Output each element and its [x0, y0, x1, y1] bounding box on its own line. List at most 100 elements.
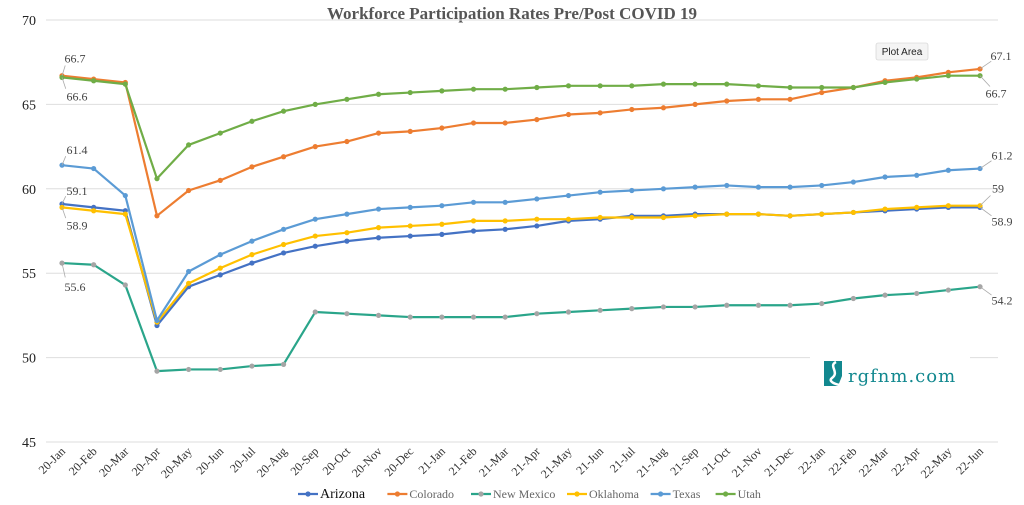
data-point-utah	[565, 83, 572, 89]
data-point-texas	[154, 317, 160, 324]
data-point-new-mexico	[249, 363, 255, 369]
x-tick-label: 20-Jan	[36, 444, 69, 477]
legend-label: Oklahoma	[589, 487, 640, 501]
data-label-leader	[979, 60, 992, 70]
rgfnm-logo: rgfnm.com	[810, 346, 970, 396]
data-point-utah	[502, 86, 508, 92]
data-point-utah	[186, 142, 192, 148]
data-point-new-mexico	[217, 366, 223, 373]
series-line-texas	[61, 164, 981, 322]
legend-item-new-mexico[interactable]: New Mexico	[471, 487, 555, 501]
data-point-utah	[945, 73, 951, 79]
data-point-new-mexico	[122, 282, 128, 288]
data-point-oklahoma	[914, 204, 920, 210]
x-tick-label: 20-Jun	[193, 444, 226, 477]
data-point-oklahoma	[819, 211, 825, 217]
data-label: 61.2	[992, 149, 1013, 163]
legend-item-texas[interactable]: Texas	[650, 487, 701, 501]
data-point-oklahoma	[755, 211, 762, 217]
data-point-oklahoma	[59, 204, 65, 210]
data-point-new-mexico	[344, 311, 350, 317]
data-point-utah	[755, 83, 762, 89]
x-tick-label: 21-Oct	[699, 444, 733, 478]
data-point-utah	[154, 176, 160, 182]
data-point-oklahoma	[692, 213, 698, 219]
legend-item-arizona[interactable]: Arizona	[298, 487, 366, 502]
data-point-colorado	[629, 106, 635, 113]
data-point-texas	[375, 206, 382, 212]
data-label: 61.4	[67, 143, 88, 157]
data-point-oklahoma	[375, 225, 382, 231]
data-point-new-mexico	[186, 366, 192, 373]
data-point-oklahoma	[407, 223, 413, 229]
legend-label: Arizona	[320, 487, 366, 502]
data-point-oklahoma	[122, 211, 128, 217]
data-point-colorado	[249, 164, 255, 170]
series-utah	[59, 73, 983, 182]
legend-label: Colorado	[409, 487, 454, 501]
data-point-oklahoma	[186, 280, 192, 286]
data-point-colorado	[724, 98, 730, 104]
data-point-new-mexico	[787, 302, 793, 308]
data-point-arizona	[280, 250, 287, 256]
x-tick-label: 20-Oct	[320, 444, 354, 478]
data-point-arizona	[534, 223, 540, 229]
x-tick-label: 20-Sep	[287, 444, 321, 478]
data-point-arizona	[439, 231, 445, 237]
data-point-utah	[724, 81, 730, 87]
legend-label: Utah	[738, 487, 761, 501]
data-point-texas	[534, 196, 540, 202]
x-tick-label: 20-Dec	[381, 444, 416, 479]
data-point-colorado	[439, 125, 445, 131]
x-tick-label: 22-Feb	[826, 444, 860, 478]
data-point-colorado	[154, 213, 160, 219]
data-point-colorado	[344, 138, 350, 145]
tooltip-text: Plot Area	[882, 47, 923, 58]
data-point-oklahoma	[787, 213, 793, 219]
data-point-texas	[819, 182, 825, 189]
y-axis: 45 50 55 60 65 70	[22, 14, 36, 451]
y-tick-label: 45	[22, 436, 36, 451]
series-group	[59, 66, 983, 374]
data-label: 59.1	[67, 184, 88, 198]
legend[interactable]: Arizona Colorado New Mexico Oklahoma Texas Ut…	[298, 487, 761, 502]
data-point-utah	[470, 86, 477, 92]
legend-item-utah[interactable]: Utah	[715, 487, 761, 501]
x-tick-label: 21-Dec	[761, 444, 796, 479]
legend-item-colorado[interactable]: Colorado	[387, 487, 454, 501]
data-point-arizona	[312, 243, 318, 249]
x-tick-label: 22-Jun	[953, 444, 986, 477]
data-point-utah	[534, 84, 540, 91]
data-point-new-mexico	[280, 361, 287, 367]
data-point-colorado	[470, 120, 477, 126]
x-tick-label: 20-Aug	[254, 444, 290, 480]
data-point-oklahoma	[850, 209, 856, 216]
data-point-utah	[280, 108, 287, 114]
data-point-oklahoma	[945, 203, 951, 209]
data-label: 67.1	[991, 49, 1012, 63]
x-tick-label: 21-Sep	[667, 444, 701, 478]
data-point-colorado	[375, 130, 382, 136]
data-point-texas	[945, 167, 951, 173]
data-point-texas	[439, 203, 445, 209]
data-point-utah	[914, 76, 920, 82]
series-line-oklahoma	[61, 204, 980, 324]
gridlines	[46, 19, 998, 443]
data-point-utah	[439, 88, 445, 94]
data-point-colorado	[819, 89, 825, 96]
x-tick-label: 22-Jan	[795, 444, 828, 477]
data-label-leader	[979, 286, 992, 296]
x-tick-label: 21-Feb	[446, 444, 480, 478]
data-point-new-mexico	[375, 312, 382, 318]
data-point-texas	[787, 184, 793, 190]
x-tick-label: 20-May	[158, 444, 195, 481]
data-point-texas	[186, 268, 192, 275]
data-point-oklahoma	[534, 216, 540, 222]
data-point-oklahoma	[660, 214, 667, 221]
legend-item-oklahoma[interactable]: Oklahoma	[567, 487, 640, 501]
data-point-colorado	[502, 120, 508, 126]
data-label-leader	[979, 160, 992, 169]
series-line-utah	[61, 74, 980, 180]
data-point-texas	[565, 192, 572, 199]
legend-label: New Mexico	[493, 487, 555, 501]
